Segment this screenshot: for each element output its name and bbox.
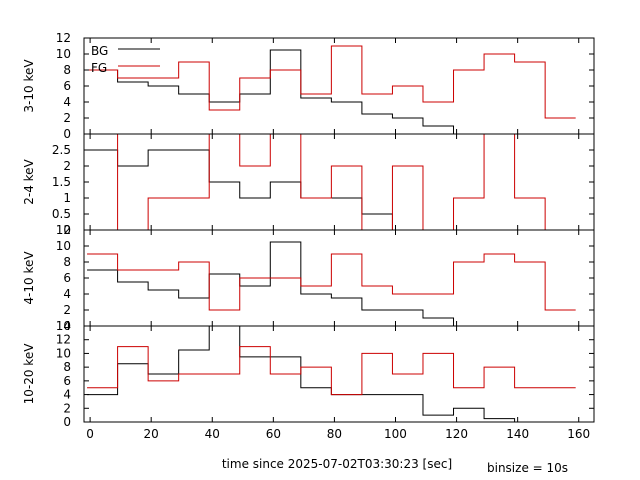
x-tick-label: 20 [144, 427, 159, 441]
series-line-fg [87, 253, 576, 311]
x-tick-label: 60 [266, 427, 281, 441]
y-tick-label: 2 [63, 401, 71, 415]
y-tick-label: 0 [63, 223, 71, 237]
y-tick-label: 8 [63, 360, 71, 374]
x-tick-label: 0 [86, 427, 94, 441]
y-axis-label: 2-4 keV [22, 158, 36, 204]
y-tick-label: 0.5 [52, 207, 71, 221]
series-line-fg [87, 346, 576, 396]
panel-frame [83, 325, 595, 423]
y-tick-label: 6 [63, 79, 71, 93]
y-tick-label: 4 [63, 388, 71, 402]
binsize-note: binsize = 10s [487, 461, 568, 475]
y-tick-label: 12 [56, 31, 71, 45]
panel-series [87, 326, 576, 422]
series-line-bg [87, 49, 485, 134]
y-tick-label: 10 [56, 239, 71, 253]
legend: BG FG [91, 44, 160, 75]
y-axis-label: 10-20 keV [22, 343, 36, 405]
x-tick-label: 160 [567, 427, 590, 441]
y-axis-label: 4-10 keV [22, 251, 36, 305]
y-tick-label: 4 [63, 287, 71, 301]
series-line-fg [87, 45, 576, 119]
panel-frame [83, 133, 595, 231]
legend-label-fg: FG [91, 61, 107, 75]
series-line-bg [87, 149, 423, 230]
series-line-bg [87, 326, 546, 422]
panel-1: 0 2 4 6 8 10 12 3-10 keV [22, 31, 595, 141]
y-tick-label: 0 [63, 127, 71, 141]
y-tick-label: 1.5 [52, 175, 71, 189]
y-tick-label: 0 [63, 415, 71, 429]
panel-2: 0 0.5 1 1.5 2 2.5 2-4 keV [22, 133, 595, 237]
y-tick-label: 0 [63, 319, 71, 333]
panel-series [87, 241, 576, 326]
panel-3: 0 2 4 6 8 10 12 4-10 keV [22, 223, 595, 333]
y-tick-label: 12 [56, 223, 71, 237]
panel-frame [83, 229, 595, 327]
y-tick-label: 1 [63, 191, 71, 205]
legend-label-bg: BG [91, 44, 108, 58]
y-tick-label: 8 [63, 63, 71, 77]
panel-series [87, 45, 576, 134]
y-tick-label: 2 [63, 111, 71, 125]
y-tick-label: 14 [56, 319, 71, 333]
y-tick-label: 8 [63, 255, 71, 269]
series-line-bg [87, 241, 485, 326]
y-tick-label: 4 [63, 95, 71, 109]
x-tick-label: 40 [205, 427, 220, 441]
series-line-fg [117, 134, 576, 230]
y-axis-label: 3-10 keV [22, 59, 36, 113]
x-tick-label: 100 [384, 427, 407, 441]
y-tick-label: 2 [63, 159, 71, 173]
y-tick-label: 2.5 [52, 143, 71, 157]
y-tick-label: 10 [56, 47, 71, 61]
x-tick-label: 120 [445, 427, 468, 441]
y-tick-label: 6 [63, 271, 71, 285]
y-tick-label: 2 [63, 303, 71, 317]
panel-series [87, 134, 576, 230]
x-tick-label: 140 [506, 427, 529, 441]
x-tick-label: 80 [327, 427, 342, 441]
x-axis-label: time since 2025-07-02T03:30:23 [sec] [222, 457, 452, 471]
y-tick-label: 12 [56, 333, 71, 347]
y-tick-label: 10 [56, 346, 71, 360]
y-tick-label: 6 [63, 374, 71, 388]
